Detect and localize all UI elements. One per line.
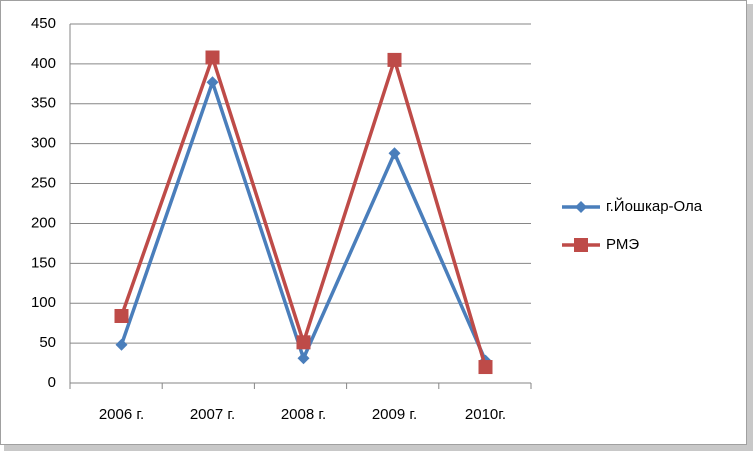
x-tick-label: 2006 г. — [99, 406, 144, 423]
marker — [575, 201, 587, 213]
y-tick-label: 0 — [48, 374, 56, 391]
x-tick-label: 2008 г. — [281, 406, 326, 423]
legend-label: г.Йошкар-Ола — [606, 197, 703, 215]
marker — [478, 360, 493, 375]
y-tick-label: 450 — [31, 15, 56, 32]
marker — [205, 50, 220, 65]
marker — [387, 52, 402, 67]
y-tick-label: 100 — [31, 294, 56, 311]
y-tick-label: 50 — [39, 334, 56, 351]
marker — [388, 147, 401, 160]
chart-border — [0, 0, 747, 445]
y-tick-label: 350 — [31, 95, 56, 112]
marker — [296, 335, 311, 350]
shadow — [747, 4, 753, 451]
shadow — [4, 445, 753, 451]
x-tick-label: 2009 г. — [372, 406, 417, 423]
y-tick-label: 400 — [31, 55, 56, 72]
y-tick-label: 200 — [31, 214, 56, 231]
marker — [206, 76, 219, 89]
marker — [574, 238, 588, 252]
y-tick-label: 300 — [31, 135, 56, 152]
y-tick-label: 250 — [31, 175, 56, 192]
marker — [115, 338, 128, 351]
legend-label: РМЭ — [606, 236, 639, 253]
x-tick-label: 2007 г. — [190, 406, 235, 423]
y-tick-label: 150 — [31, 254, 56, 271]
x-tick-label: 2010г. — [465, 406, 506, 423]
marker — [114, 308, 129, 323]
marker — [297, 352, 310, 365]
